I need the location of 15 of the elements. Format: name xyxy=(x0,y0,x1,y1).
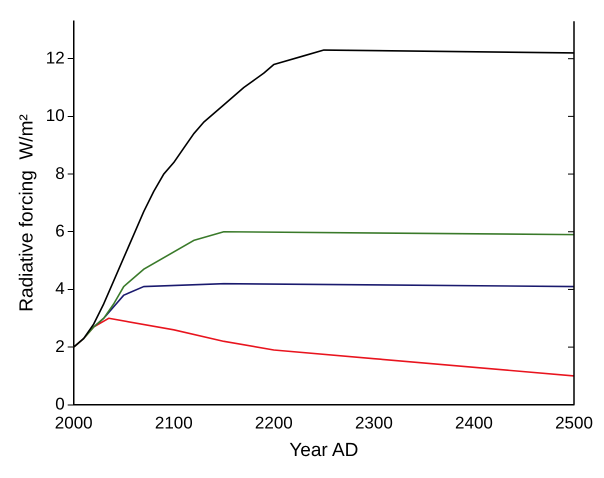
x-tick-label: 2300 xyxy=(354,414,393,433)
y-tick-label: 2 xyxy=(55,336,65,356)
y-tick-label: 8 xyxy=(55,164,65,183)
y-tick-label: 12 xyxy=(46,48,65,68)
x-tick-label: 2000 xyxy=(54,414,93,433)
y-tick-label: 10 xyxy=(46,106,65,126)
y-tick-label: 4 xyxy=(55,279,65,298)
x-tick-label: 2500 xyxy=(555,414,593,433)
y-axis-title: Radiative forcing W/m² xyxy=(16,114,38,312)
x-tick-label: 2100 xyxy=(154,414,193,433)
x-tick-label: 2200 xyxy=(254,414,293,433)
y-tick-label: 6 xyxy=(55,221,65,240)
y-tick-label: 0 xyxy=(55,394,65,414)
x-tick-label: 2400 xyxy=(455,414,493,433)
x-axis-title: Year AD xyxy=(289,440,358,461)
